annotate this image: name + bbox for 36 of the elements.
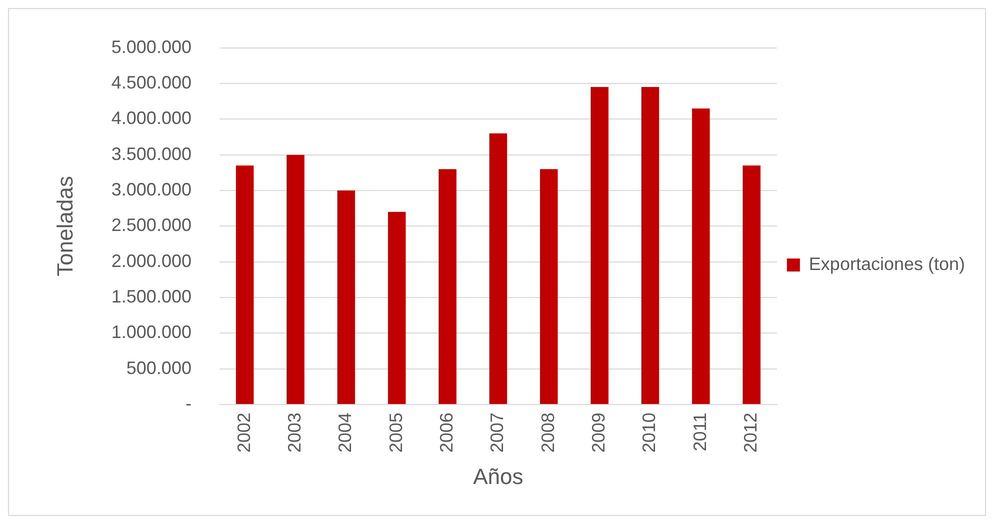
y-tick-label: 4.000.000 <box>111 108 192 128</box>
y-tick-label: 2.000.000 <box>111 250 192 271</box>
bar <box>742 166 760 404</box>
y-tick-label: 3.500.000 <box>111 144 192 164</box>
y-tick-label: 500.000 <box>126 358 192 378</box>
y-tick-label: 1.500.000 <box>111 286 192 306</box>
bar <box>388 212 406 404</box>
x-tick-label: 2006 <box>436 412 456 453</box>
bar <box>540 169 558 404</box>
x-axis-title: Años <box>473 464 524 489</box>
y-tick-label: 5.000.000 <box>111 36 192 57</box>
x-tick-label: 2002 <box>234 412 254 453</box>
y-axis-title: Toneladas <box>52 176 78 276</box>
x-tick-label: 2003 <box>284 412 304 453</box>
bar <box>286 154 304 404</box>
bar <box>489 133 508 404</box>
y-tick-label: 3.000.000 <box>111 179 192 200</box>
y-tick-label: 1.000.000 <box>111 322 192 342</box>
bar <box>641 87 660 404</box>
x-tick-label: 2012 <box>740 412 761 453</box>
bar <box>337 190 356 404</box>
x-tick-label: 2004 <box>335 412 356 453</box>
x-tick-label: 2009 <box>588 412 609 453</box>
legend-label: Exportaciones (ton) <box>808 254 965 274</box>
x-tick-label: 2010 <box>639 412 660 453</box>
y-tick-label: 2.500.000 <box>111 215 192 236</box>
x-tick-label: 2011 <box>690 412 710 452</box>
y-tick-label: - <box>185 394 192 414</box>
bar <box>438 169 456 404</box>
x-tick-label: 2008 <box>538 412 558 453</box>
x-tick-label: 2007 <box>487 412 508 453</box>
x-tick-label: 2005 <box>386 412 406 453</box>
bar <box>236 166 254 404</box>
y-tick-label: 4.500.000 <box>111 72 192 92</box>
bar <box>590 87 608 404</box>
bar <box>692 108 710 404</box>
